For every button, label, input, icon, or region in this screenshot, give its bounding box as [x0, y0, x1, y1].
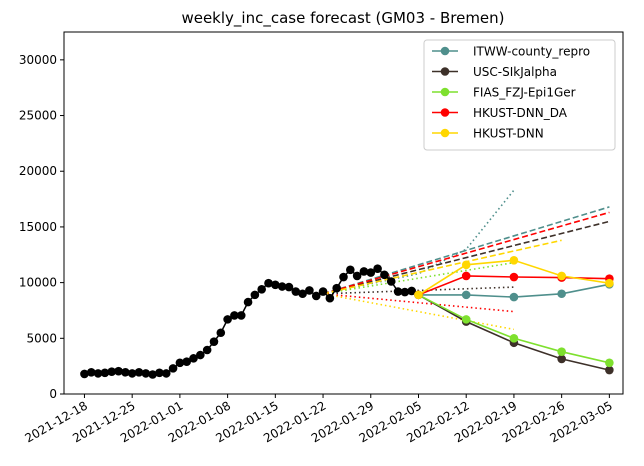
legend-swatch-marker — [440, 87, 450, 97]
projection-dashed-line — [322, 220, 610, 295]
observed-point — [182, 357, 192, 366]
observed-point — [100, 368, 110, 378]
y-tick-label: 5000 — [26, 331, 57, 345]
observed-point — [161, 369, 171, 378]
series-point — [605, 358, 614, 368]
observed-point — [277, 282, 287, 291]
legend-swatch-marker — [440, 46, 450, 56]
observed-point — [86, 367, 96, 377]
plot-area — [80, 189, 614, 379]
series-point — [461, 315, 471, 324]
series-point — [557, 289, 566, 299]
observed-point — [80, 369, 89, 379]
legend-label: ITWW-county_repro — [473, 45, 590, 59]
observed-point — [393, 287, 403, 296]
chart-title: weekly_inc_case forecast (GM03 - Bremen) — [181, 9, 504, 28]
legend-swatch-marker — [440, 67, 450, 76]
series-point — [509, 256, 519, 265]
observed-point — [271, 280, 280, 290]
series-point — [605, 278, 614, 288]
observed-point — [291, 287, 301, 296]
observed-point — [332, 283, 341, 293]
observed-point — [134, 367, 144, 377]
observed-point — [230, 311, 239, 320]
projection-dotted-line — [322, 189, 515, 295]
observed-point — [407, 286, 416, 296]
series-point — [461, 290, 471, 300]
series-point — [509, 334, 519, 343]
observed-point — [209, 337, 219, 346]
series-point — [509, 272, 519, 282]
series-point — [557, 354, 566, 364]
observed-point — [264, 278, 273, 288]
y-tick-label: 15000 — [19, 220, 57, 234]
observed-point — [305, 286, 314, 295]
series-point — [461, 271, 471, 281]
observed-point — [121, 367, 130, 377]
legend-label: FIAS_FZJ-Epi1Ger — [473, 86, 576, 100]
projection-dotted-line — [322, 293, 515, 331]
observed-point — [114, 366, 123, 376]
observed-point — [284, 282, 294, 292]
series-point — [414, 290, 423, 300]
legend-label: HKUST-DNN_DA — [473, 106, 568, 120]
y-tick-label: 30000 — [19, 53, 57, 67]
projection-dashed-line — [322, 206, 610, 295]
observed-point — [325, 293, 335, 303]
legend-box — [423, 39, 616, 151]
observed-point — [243, 297, 253, 307]
observed-point — [380, 270, 389, 280]
legend-swatch-marker — [440, 128, 450, 138]
y-tick-label: 20000 — [19, 164, 57, 178]
projection-dashed-line — [322, 211, 610, 295]
observed-point — [223, 315, 232, 324]
projection-dotted-line — [322, 286, 514, 295]
observed-point — [339, 272, 348, 282]
observed-point — [366, 268, 376, 277]
observed-point — [359, 267, 369, 276]
observed-point — [352, 271, 362, 281]
observed-point — [107, 367, 117, 377]
series-point — [461, 260, 471, 270]
observed-point — [400, 287, 410, 297]
series-line — [418, 294, 610, 371]
observed-point — [202, 345, 212, 355]
observed-point — [257, 284, 266, 294]
series-point — [557, 271, 566, 281]
observed-point — [250, 290, 260, 300]
observed-point — [311, 291, 321, 301]
observed-point — [298, 289, 307, 299]
observed-point — [93, 369, 103, 378]
observed-point — [155, 368, 164, 378]
observed-point — [141, 369, 151, 378]
observed-point — [196, 350, 205, 360]
y-tick-label: 0 — [49, 387, 57, 401]
observed-point — [148, 370, 157, 379]
observed-point — [216, 328, 226, 338]
legend-label: USC-SIkJalpha — [473, 65, 557, 79]
projection-dotted-line — [322, 261, 515, 295]
series-point — [605, 365, 614, 375]
plot-frame — [63, 31, 624, 395]
projection-dotted-line — [322, 293, 514, 313]
observed-point — [373, 264, 382, 273]
observed-point — [318, 287, 328, 296]
series-point — [509, 292, 519, 302]
observed-point — [175, 358, 185, 368]
projection-dashed-line — [322, 239, 562, 295]
observed-point — [346, 265, 355, 275]
observed-point — [236, 311, 246, 320]
legend-label: HKUST-DNN — [473, 127, 544, 141]
observed-point — [127, 369, 137, 378]
observed-point — [386, 277, 396, 286]
y-tick-label: 10000 — [19, 276, 57, 290]
observed-point — [189, 354, 198, 363]
legend-swatch-marker — [440, 108, 450, 117]
observed-point — [168, 364, 178, 373]
legend: ITWW-county_repro USC-SIkJalpha FIAS_FZJ-E… — [423, 39, 616, 151]
y-tick-label: 25000 — [19, 109, 57, 123]
series-point — [557, 347, 566, 356]
